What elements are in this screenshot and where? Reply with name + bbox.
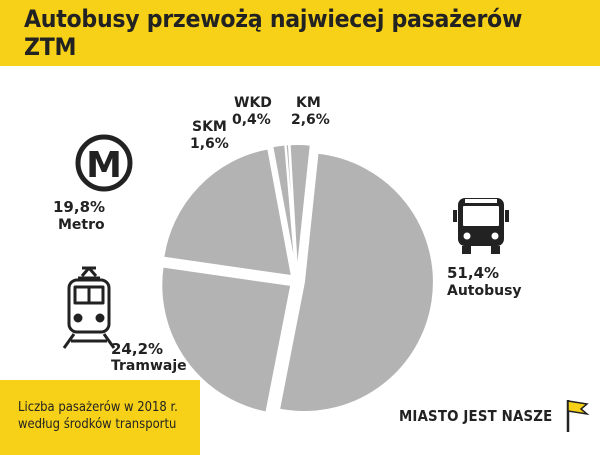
slice-label-autobusy: 51,4% Autobusy <box>447 264 522 299</box>
slice-label-skm: SKM 1,6% <box>190 119 229 152</box>
pie-slices <box>160 143 435 414</box>
metro-icon: M <box>75 134 133 192</box>
label-metro-value: 19,8% <box>53 198 105 216</box>
label-skm-value: 1,6% <box>190 136 229 152</box>
page-title: Autobusy przewożą najwiecej pasażerów ZT… <box>24 5 523 61</box>
label-autobusy-value: 51,4% <box>447 264 499 282</box>
metro-icon-letter: M <box>86 145 122 186</box>
pie-slice-metro <box>162 147 294 278</box>
footer-line-1: Liczba pasażerów w 2018 r. <box>18 399 178 415</box>
footer-line-2: według środków transportu <box>18 416 177 432</box>
tram-icon <box>62 266 116 349</box>
slice-label-wkd: WKD 0,4% <box>232 95 272 128</box>
label-km-value: 2,6% <box>291 112 330 128</box>
label-skm-name: SKM <box>192 119 227 135</box>
pie-slice-autobusy <box>277 151 435 414</box>
footer-caption: Liczba pasażerów w 2018 r. według środkó… <box>18 399 190 433</box>
header-bar: Autobusy przewożą najwiecej pasażerów ZT… <box>0 0 600 66</box>
slice-label-metro: 19,8% Metro <box>53 198 105 233</box>
label-wkd-name: WKD <box>234 95 272 111</box>
pie-slice-tramwaje <box>160 265 293 414</box>
label-km-name: KM <box>296 95 321 111</box>
flag-icon <box>566 400 590 432</box>
label-tramwaje-name: Tramwaje <box>111 358 187 374</box>
bus-icon <box>453 198 509 254</box>
brand-name: MIASTO JEST NASZE <box>399 407 553 425</box>
label-autobusy-name: Autobusy <box>447 283 522 299</box>
pie-chart: M 51,4% Autobusy 24,2% Tramwaje 19,8% Me… <box>53 95 522 414</box>
slice-label-km: KM 2,6% <box>291 95 330 128</box>
label-metro-name: Metro <box>58 217 105 233</box>
label-wkd-value: 0,4% <box>232 112 271 128</box>
pie-slice-km <box>288 143 312 275</box>
footer-box <box>0 380 200 455</box>
label-tramwaje-value: 24,2% <box>111 340 163 358</box>
slice-label-tramwaje: 24,2% Tramwaje <box>111 340 187 374</box>
